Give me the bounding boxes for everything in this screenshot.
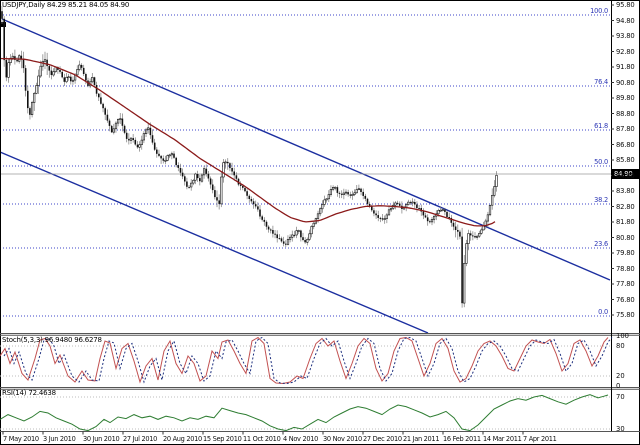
price-axis-label: 87.80 (616, 125, 635, 133)
date-axis-label: 20 Aug 2010 (163, 435, 202, 443)
fib-level-label-38.2: 38.2 (594, 196, 608, 204)
current-price-tag: 84.90 (612, 169, 640, 179)
price-axis-label: 80.80 (616, 233, 635, 242)
price-axis-label: 93.80 (616, 32, 635, 40)
price-axis-label: 76.80 (616, 295, 635, 304)
stoch-axis-label-20: 20 (616, 372, 625, 380)
price-axis-label: 78.80 (616, 264, 635, 273)
stoch-indicator-label: Stoch(5,3,3) 96.9480 96.6278 (2, 336, 102, 344)
price-axis-label: 88.80 (616, 109, 635, 118)
price-axis-label: 86.80 (616, 140, 635, 149)
stoch-axis-label-0: 0 (616, 382, 621, 390)
symbol-ohlc-label: USDJPY,Daily 84.29 85.21 84.05 84.90 (2, 1, 130, 9)
rsi-axis-label-70: 70 (616, 393, 625, 401)
rsi-indicator-label: RSI(14) 72.4638 (2, 389, 56, 397)
price-axis-label: 85.80 (616, 156, 635, 164)
price-axis-label: 82.80 (616, 202, 635, 211)
date-axis-label: 7 Apr 2011 (523, 435, 557, 443)
fib-level-label-0.0: 0.0 (598, 308, 608, 316)
date-axis-label: 15 Sep 2010 (203, 435, 242, 443)
price-axis-label: 79.80 (616, 249, 635, 257)
date-axis-label: 27 Jul 2010 (123, 435, 158, 443)
date-axis-label: 14 Mar 2011 (483, 435, 522, 443)
date-axis-label: 11 Oct 2010 (243, 435, 281, 443)
date-axis-label: 27 Dec 2010 (363, 435, 402, 443)
date-axis-label: 4 Nov 2010 (283, 435, 319, 443)
price-axis-label: 95.80 (616, 1, 635, 9)
price-axis-label: 89.80 (616, 94, 635, 102)
price-axis-label: 84.80 (616, 171, 635, 180)
stoch-axis-label-80: 80 (616, 342, 625, 350)
price-axis-label: 83.80 (616, 187, 635, 195)
rsi-pane[interactable] (0, 389, 611, 431)
trendline-lower[interactable] (0, 151, 429, 334)
price-axis-label: 77.80 (616, 280, 635, 288)
fib-level-label-50.0: 50.0 (594, 158, 608, 166)
date-axis-label: 30 Jun 2010 (83, 435, 120, 443)
price-axis-label: 90.80 (616, 78, 635, 87)
date-axis-label: 7 May 2010 (3, 435, 39, 443)
rsi-line (0, 394, 609, 432)
price-axis-label: 92.80 (616, 47, 635, 56)
stoch-signal-line (3, 336, 613, 385)
stoch-main-line (0, 336, 609, 385)
moving-average-line (0, 57, 496, 227)
fib-level-label-100.0: 100.0 (590, 7, 608, 15)
date-axis-label: 16 Feb 2011 (443, 435, 481, 443)
fib-level-label-76.4: 76.4 (594, 78, 608, 86)
price-axis-label: 81.80 (616, 218, 635, 226)
date-axis-label: 3 Jun 2010 (43, 435, 76, 443)
rsi-axis-label-30: 30 (616, 425, 625, 433)
fib-level-label-23.6: 23.6 (594, 240, 608, 248)
fib-level-label-61.8: 61.8 (594, 122, 608, 130)
price-axis-label: 91.80 (616, 63, 635, 71)
candles-group (1, 6, 498, 308)
date-axis-label: 21 Jan 2011 (403, 435, 440, 443)
date-axis-label: 30 Nov 2010 (323, 435, 362, 443)
trendline-upper[interactable] (1, 18, 611, 281)
stoch-axis-label-100: 100 (616, 332, 629, 340)
price-axis-label: 94.80 (616, 16, 635, 25)
price-axis-label: 75.80 (616, 311, 635, 319)
